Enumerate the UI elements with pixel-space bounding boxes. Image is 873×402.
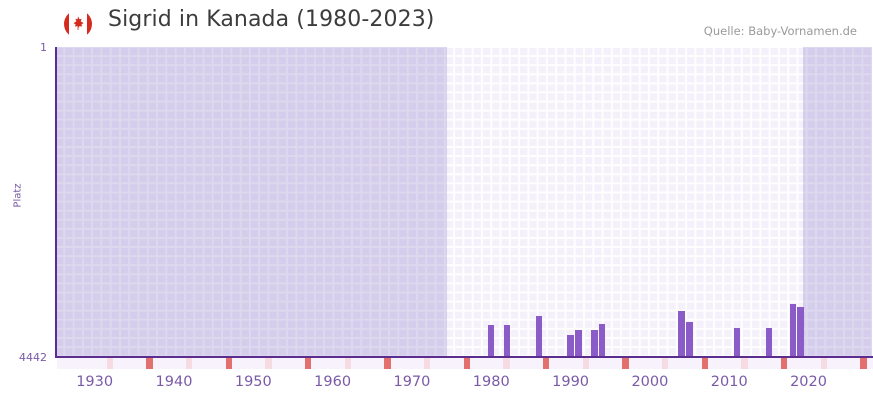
x-tick-minor (344, 358, 352, 369)
x-axis-tick-label: 1990 (552, 374, 590, 390)
bar (765, 328, 773, 357)
x-tick-minor (424, 358, 431, 369)
x-axis-tick-label: 1930 (76, 374, 114, 390)
shaded-region-after-range (803, 47, 872, 357)
y-axis-title: Platz (12, 183, 24, 208)
bar-series (55, 47, 872, 357)
x-tick-major (463, 358, 471, 369)
bar (733, 328, 741, 357)
x-tick-major (701, 358, 709, 369)
plot-area (55, 47, 872, 357)
x-tick-major (384, 358, 391, 369)
source-attribution: Quelle: Baby-Vornamen.de (703, 24, 857, 38)
x-axis-tick-label: 1940 (155, 374, 193, 390)
bar (789, 303, 796, 357)
x-tick-minor (582, 358, 590, 369)
y-axis-tick-top: 1 (40, 41, 47, 54)
x-tick-minor (106, 358, 114, 369)
bar (567, 334, 574, 357)
x-tick-minor (820, 358, 828, 369)
x-tick-major (146, 358, 153, 369)
bar (503, 325, 511, 357)
page-title: Sigrid in Kanada (1980-2023) (108, 7, 435, 32)
x-axis-tick-label: 1960 (314, 374, 352, 390)
shaded-region-before-range (55, 47, 447, 357)
x-tick-major (781, 358, 788, 369)
x-tick-minor (503, 358, 510, 369)
x-axis-tick-label: 1970 (393, 374, 431, 390)
bar (678, 310, 685, 357)
x-tick-minor (741, 358, 748, 369)
x-tick-major (622, 358, 629, 369)
x-tick-major (543, 358, 550, 369)
x-axis-tick-strip (57, 358, 873, 369)
bar (599, 324, 606, 357)
bar (488, 325, 495, 357)
x-tick-major (860, 358, 867, 369)
x-axis-tick-label: 1950 (234, 374, 272, 390)
y-axis-tick-bottom: 4442 (19, 351, 47, 364)
bar (797, 307, 804, 357)
bar (575, 330, 582, 357)
bar (535, 315, 543, 357)
x-axis-line (55, 356, 873, 358)
x-tick-minor (186, 358, 193, 369)
x-axis-tick-label: 2020 (790, 374, 827, 390)
canada-flag-icon (60, 10, 96, 38)
y-axis-line (55, 47, 57, 358)
x-tick-minor (662, 358, 669, 369)
bar (686, 321, 693, 357)
chart-header: Sigrid in Kanada (1980-2023) Quelle: Bab… (0, 0, 873, 46)
x-tick-minor (265, 358, 272, 369)
x-axis-tick-label: 1980 (472, 374, 510, 390)
x-tick-major (305, 358, 312, 369)
x-axis-tick-label: 2010 (710, 374, 748, 390)
x-tick-major (225, 358, 233, 369)
x-axis-tick-label: 2000 (631, 374, 669, 390)
bar (591, 330, 598, 357)
